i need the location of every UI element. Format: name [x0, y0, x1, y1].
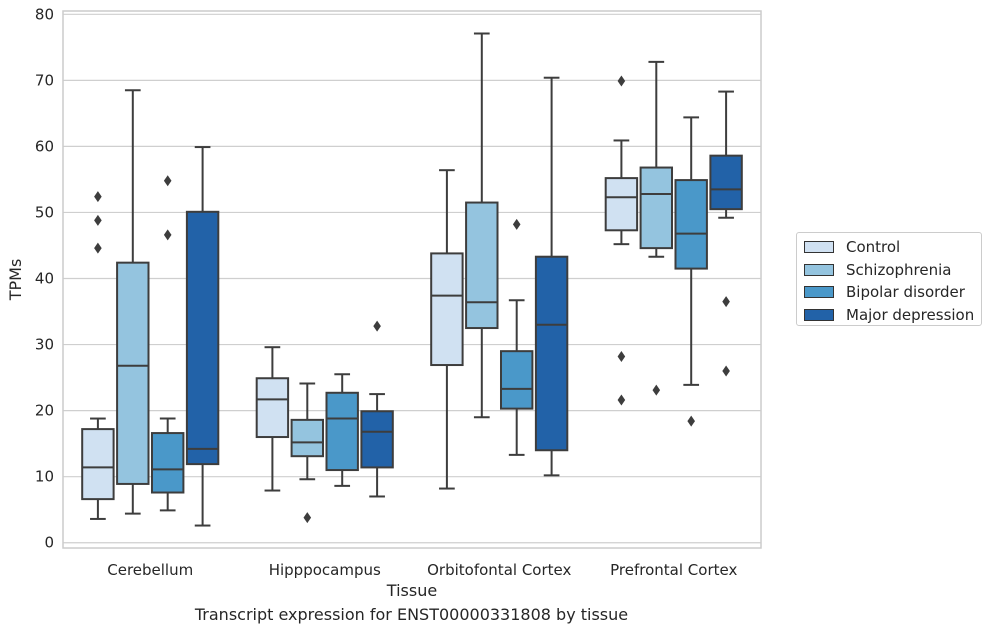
x-tick-label: Cerebellum	[107, 561, 193, 579]
iqr-box	[674, 179, 708, 270]
box-hipppocampus-bipolar-disorder	[325, 373, 359, 487]
outlier-point	[163, 229, 172, 241]
box-prefrontal-cortex-major-depression	[709, 90, 743, 377]
box-prefrontal-cortex-schizophrenia	[639, 60, 674, 396]
y-tick-label: 20	[35, 402, 54, 420]
outlier-point	[303, 512, 312, 524]
outlier-point	[94, 191, 102, 203]
outlier-point	[617, 394, 626, 406]
iqr-box	[325, 391, 359, 472]
x-tick-label: Prefrontal Cortex	[610, 561, 737, 579]
y-tick-label: 30	[35, 336, 54, 354]
legend-item-major-depression: Major depression	[804, 304, 981, 327]
box-orbitofontal-cortex-schizophrenia	[465, 32, 499, 419]
x-axis-label: Tissue	[386, 581, 437, 600]
outlier-point	[94, 214, 102, 226]
chart-caption: Transcript expression for ENST0000033180…	[194, 605, 629, 624]
box-cerebellum-control	[81, 191, 115, 520]
box-orbitofontal-cortex-control	[430, 169, 464, 490]
box-hipppocampus-control	[255, 346, 290, 492]
legend-swatch-schizophrenia	[804, 263, 834, 276]
iqr-box	[360, 410, 394, 469]
legend-label-bipolar-disorder: Bipolar disorder	[846, 283, 965, 302]
legend-item-schizophrenia: Schizophrenia	[804, 259, 981, 282]
iqr-box	[185, 210, 220, 466]
iqr-box	[430, 252, 464, 367]
iqr-box	[150, 432, 185, 494]
outlier-point	[512, 218, 521, 230]
x-tick-label: Hipppocampus	[269, 561, 381, 579]
outlier-point	[617, 75, 626, 87]
legend-swatch-control	[804, 241, 834, 254]
box-cerebellum-schizophrenia	[116, 89, 150, 515]
y-tick-label: 0	[44, 534, 54, 552]
iqr-box	[499, 350, 534, 410]
y-axis-label: TPMs	[6, 259, 25, 302]
outlier-point	[722, 365, 730, 377]
box-cerebellum-major-depression	[185, 146, 220, 527]
y-tick-label: 70	[35, 71, 54, 89]
y-tick-label: 80	[35, 5, 54, 23]
legend-item-control: Control	[804, 236, 981, 259]
box-prefrontal-cortex-control	[604, 75, 639, 406]
outlier-point	[373, 320, 381, 332]
legend-swatch-major-depression	[804, 308, 834, 321]
y-tick-label: 40	[35, 270, 54, 288]
outlier-point	[163, 175, 172, 187]
box-orbitofontal-cortex-bipolar-disorder	[499, 218, 534, 456]
legend-label-major-depression: Major depression	[846, 305, 975, 324]
x-tick-label: Orbitofontal Cortex	[427, 561, 571, 579]
outlier-point	[722, 296, 730, 308]
box-orbitofontal-cortex-major-depression	[534, 76, 569, 477]
legend-label-schizophrenia: Schizophrenia	[846, 260, 952, 279]
iqr-box	[465, 201, 499, 330]
iqr-box	[534, 255, 569, 452]
legend: Control Schizophrenia Bipolar disorder M…	[796, 232, 982, 326]
box-cerebellum-bipolar-disorder	[150, 175, 185, 512]
iqr-box	[116, 261, 150, 485]
y-tick-label: 10	[35, 468, 54, 486]
y-tick-label: 60	[35, 137, 54, 155]
legend-item-bipolar-disorder: Bipolar disorder	[804, 281, 981, 304]
y-tick-label: 50	[35, 203, 54, 221]
box-hipppocampus-schizophrenia	[290, 382, 325, 524]
legend-swatch-bipolar-disorder	[804, 286, 834, 299]
iqr-box	[604, 177, 639, 232]
plot-frame	[62, 10, 762, 549]
outlier-point	[652, 384, 661, 396]
box-prefrontal-cortex-bipolar-disorder	[674, 116, 708, 427]
box-hipppocampus-major-depression	[360, 320, 394, 498]
iqr-box	[290, 418, 325, 458]
iqr-box	[709, 154, 743, 211]
iqr-box	[81, 428, 115, 501]
outlier-point	[687, 415, 695, 427]
outlier-point	[94, 242, 102, 254]
iqr-box	[255, 377, 290, 439]
outlier-point	[617, 350, 626, 362]
legend-label-control: Control	[846, 238, 901, 257]
iqr-box	[639, 166, 674, 250]
